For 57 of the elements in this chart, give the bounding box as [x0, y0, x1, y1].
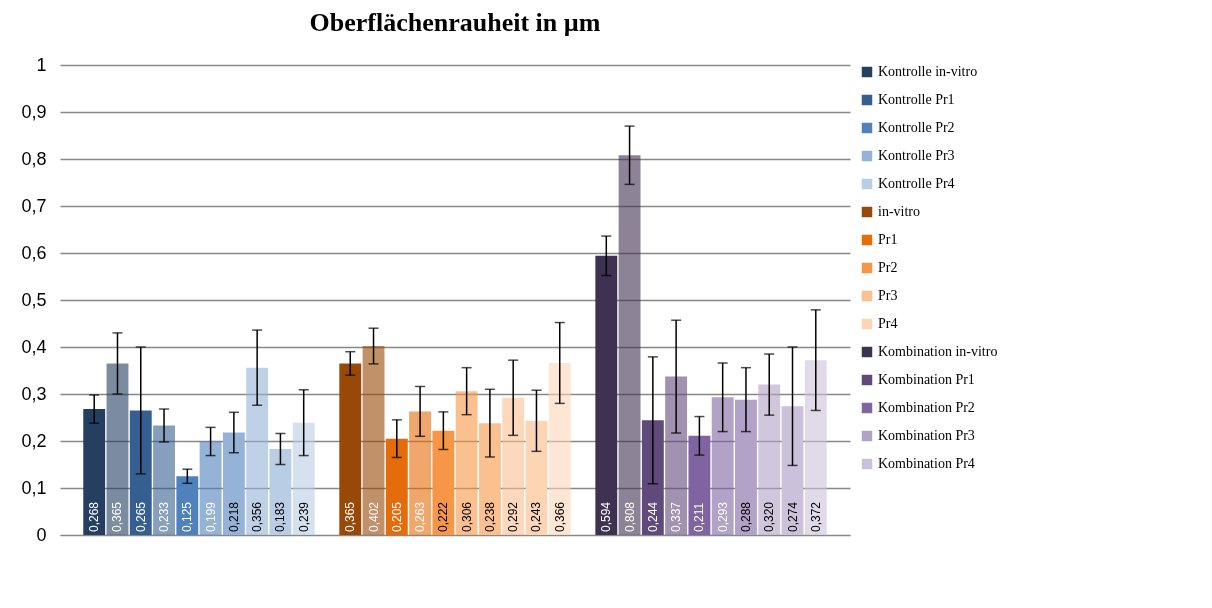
- data-label: 0,205: [389, 501, 404, 532]
- y-tick-label: 0,7: [21, 195, 47, 216]
- legend-label: Kontrolle Pr2: [878, 120, 955, 135]
- data-label: 0,808: [622, 501, 637, 532]
- legend-label: Pr2: [878, 260, 898, 275]
- data-label: 0,263: [413, 501, 428, 532]
- legend-label: in-vitro: [878, 204, 920, 219]
- y-tick-label: 0,8: [21, 148, 47, 169]
- data-label: 0,365: [343, 501, 358, 532]
- data-label: 0,594: [599, 501, 614, 532]
- y-tick-label: 0,5: [21, 289, 47, 310]
- y-tick-label: 0: [36, 524, 47, 545]
- data-label: 0,211: [692, 502, 707, 532]
- data-label: 0,222: [436, 501, 451, 532]
- data-label: 0,218: [226, 501, 241, 532]
- y-tick-label: 0,6: [21, 242, 47, 263]
- data-label: 0,306: [459, 501, 474, 532]
- y-tick-label: 0,2: [21, 430, 47, 451]
- data-label: 0,265: [133, 501, 148, 532]
- data-label: 0,238: [482, 501, 497, 532]
- y-tick-label: 0,1: [21, 477, 47, 498]
- data-label: 0,244: [645, 501, 660, 532]
- data-label: 0,356: [250, 501, 265, 532]
- y-tick-label: 0,3: [21, 383, 47, 404]
- legend-label: Pr4: [878, 316, 898, 331]
- data-label: 0,320: [762, 501, 777, 532]
- data-label: 0,243: [529, 501, 544, 532]
- legend-label: Kombination Pr1: [878, 372, 975, 387]
- y-tick-label: 0,4: [21, 336, 47, 357]
- data-label: 0,268: [87, 501, 102, 532]
- data-label: 0,293: [715, 501, 730, 532]
- legend-label: Pr3: [878, 288, 898, 303]
- legend-label: Kombination Pr4: [878, 456, 975, 471]
- chart-title: Oberflächenrauheit in µm: [309, 8, 601, 37]
- data-label: 0,292: [506, 501, 521, 532]
- legend-label: Kontrolle Pr1: [878, 92, 955, 107]
- data-label: 0,365: [110, 501, 125, 532]
- data-label: 0,337: [669, 501, 684, 532]
- data-label: 0,372: [808, 501, 823, 532]
- y-tick-label: 1: [36, 54, 47, 75]
- legend-label: Kombination in-vitro: [878, 344, 998, 359]
- legend-label: Kontrolle in-vitro: [878, 64, 978, 79]
- data-label: 0,239: [296, 501, 311, 532]
- y-tick-label: 0,9: [21, 101, 47, 122]
- data-label: 0,366: [552, 501, 567, 532]
- legend-label: Kontrolle Pr3: [878, 148, 955, 163]
- data-label: 0,125: [180, 501, 195, 532]
- data-label: 0,402: [366, 501, 381, 532]
- data-label: 0,199: [203, 501, 218, 532]
- data-label: 0,233: [157, 501, 172, 532]
- legend-label: Kombination Pr3: [878, 428, 975, 443]
- data-label: 0,288: [738, 501, 753, 532]
- data-label: 0,274: [785, 501, 800, 532]
- legend-label: Kombination Pr2: [878, 400, 975, 415]
- data-label: 0,183: [273, 501, 288, 532]
- legend-label: Pr1: [878, 232, 898, 247]
- legend-label: Kontrolle Pr4: [878, 176, 955, 191]
